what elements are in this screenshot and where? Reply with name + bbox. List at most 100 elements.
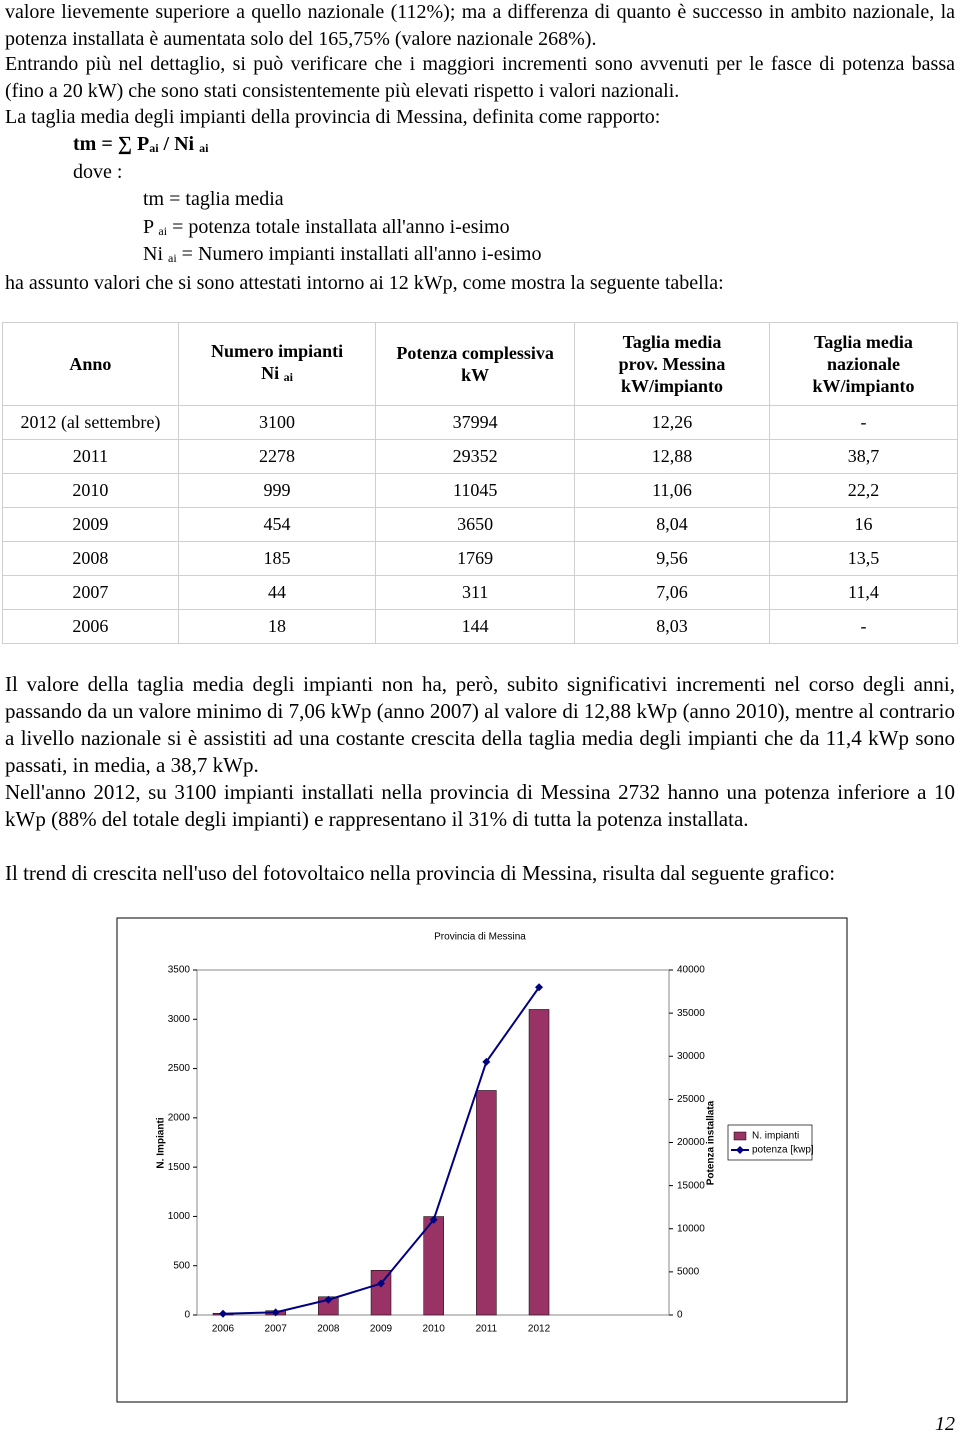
y-tick-label: 3500	[168, 965, 191, 976]
text: = Numero impianti installati all'anno i-…	[176, 243, 542, 265]
marker	[219, 1309, 227, 1318]
cell: -	[768, 609, 959, 644]
formula: tm = ∑ Pai / Ni ai	[73, 131, 208, 162]
chart-frame	[116, 917, 848, 1403]
row: 2012 (al settembre) 3100 37994 12,26-	[2, 405, 959, 440]
definition: P ai = potenza totale installata all'ann…	[143, 214, 510, 245]
header-text: Taglia media	[814, 332, 913, 352]
row: 2007 44 311 7,06 11,4	[2, 575, 959, 610]
cell: 2007	[2, 575, 179, 610]
header-text: Ni	[261, 363, 284, 383]
paragraph: ha assunto valori che si sono attestati …	[5, 272, 724, 294]
bar	[423, 1216, 444, 1316]
subscript: ai	[158, 224, 168, 238]
cell: 999	[177, 473, 377, 508]
cell: -	[768, 405, 959, 440]
marker	[482, 1057, 491, 1066]
chart-title: Provincia di Messina	[434, 932, 526, 943]
text: P	[143, 216, 159, 238]
row: 2006 18 144 8,03-	[2, 609, 959, 644]
header-cell: Taglia media nazionale kW/impianto	[768, 322, 959, 406]
cell: 11,4	[768, 575, 959, 610]
bar	[476, 1090, 497, 1316]
bar	[212, 1312, 234, 1316]
header-cell: Taglia media prov. Messina kW/impianto	[574, 322, 770, 406]
paragraph: Nell'anno 2012, su 3100 impianti install…	[5, 780, 955, 831]
x-tick-label: 2008	[317, 1324, 340, 1335]
y2-tick-label: 35000	[677, 1008, 705, 1019]
cell: 2008	[2, 541, 179, 576]
x-tick-label: 2010	[423, 1324, 446, 1335]
cell: 185	[177, 541, 377, 576]
row: 2008 185 1769 9,56 13,5	[2, 541, 959, 576]
legend-label: N. impianti	[752, 1131, 799, 1142]
legend-marker	[736, 1146, 744, 1154]
y2-axis-title: Potenza installata	[706, 1100, 717, 1185]
y-axis-title: N. Impianti	[156, 1117, 167, 1168]
row: 2011 2278 29352 12,88 38,7	[2, 439, 959, 474]
text: / Ni	[158, 133, 200, 155]
cell: 29352	[375, 439, 576, 474]
y2-tick-label: 5000	[677, 1267, 700, 1278]
x-tick-label: 2009	[370, 1324, 393, 1335]
header-text: Anno	[69, 354, 112, 374]
x-tick-label: 2007	[265, 1324, 288, 1335]
cell: 9,56	[574, 541, 770, 576]
cell: 2006	[2, 609, 179, 644]
y-tick-label: 500	[173, 1260, 190, 1271]
header-row: Anno Numero impianti Ni ai Potenza compless…	[2, 322, 959, 406]
text: tm = ∑ P	[73, 133, 150, 155]
y2-tick-label: 0	[677, 1310, 683, 1321]
text: Ni	[143, 243, 168, 265]
marker	[271, 1308, 280, 1317]
marker	[429, 1215, 438, 1224]
legend-frame	[727, 1124, 813, 1161]
cell: 8,04	[574, 507, 770, 542]
header-text: prov. Messina	[618, 354, 726, 374]
cell: 22,2	[768, 473, 959, 508]
row: 2009 454 3650 8,04 16	[2, 507, 959, 542]
y-tick-label: 1000	[168, 1211, 191, 1222]
header-cell: Numero impianti Ni ai	[177, 322, 377, 406]
cell: 2012 (al settembre)	[2, 405, 179, 440]
y-tick-label: 2000	[168, 1112, 191, 1123]
y2-tick-label: 15000	[677, 1180, 705, 1191]
y2-tick-label: 30000	[677, 1051, 705, 1062]
cell: 18	[177, 609, 377, 644]
cell: 1769	[375, 541, 576, 576]
cell: 12,88	[574, 439, 770, 474]
cell: 12,26	[574, 405, 770, 440]
subscript: ai	[199, 141, 209, 155]
marker	[377, 1279, 386, 1288]
cell: 3650	[375, 507, 576, 542]
bar	[265, 1310, 286, 1316]
subscript: ai	[168, 251, 177, 265]
cell: 144	[375, 609, 576, 644]
paragraph: dove :	[73, 161, 123, 183]
cell: 13,5	[768, 541, 959, 576]
header-cell: Anno	[2, 322, 179, 406]
definition: Ni ai = Numero impianti installati all'a…	[143, 241, 542, 272]
cell: 454	[177, 507, 377, 542]
marker	[324, 1295, 333, 1304]
x-tick-label: 2006	[212, 1324, 235, 1335]
cell: 38,7	[768, 439, 959, 474]
x-tick-label: 2011	[476, 1324, 498, 1335]
paragraph: Il trend di crescita nell'uso del fotovo…	[5, 861, 836, 885]
x-tick-label: 2012	[528, 1324, 551, 1335]
header-text: Numero impianti	[210, 341, 344, 361]
y2-tick-label: 25000	[677, 1094, 705, 1105]
y-tick-label: 1500	[168, 1162, 191, 1173]
cell: 11045	[375, 473, 576, 508]
y-tick-label: 2500	[168, 1063, 191, 1074]
paragraph: Entrando più nel dettaglio, si può verif…	[5, 53, 955, 102]
paragraph: La taglia media degli impianti della pro…	[5, 106, 661, 128]
paragraph: Il valore della taglia media degli impia…	[5, 672, 955, 777]
bar	[370, 1269, 392, 1316]
bar	[528, 1009, 550, 1316]
definition: tm = taglia media	[143, 186, 284, 213]
paragraph: valore lievemente superiore a quello naz…	[5, 1, 955, 50]
cell: 311	[375, 575, 576, 610]
bar	[318, 1296, 339, 1316]
